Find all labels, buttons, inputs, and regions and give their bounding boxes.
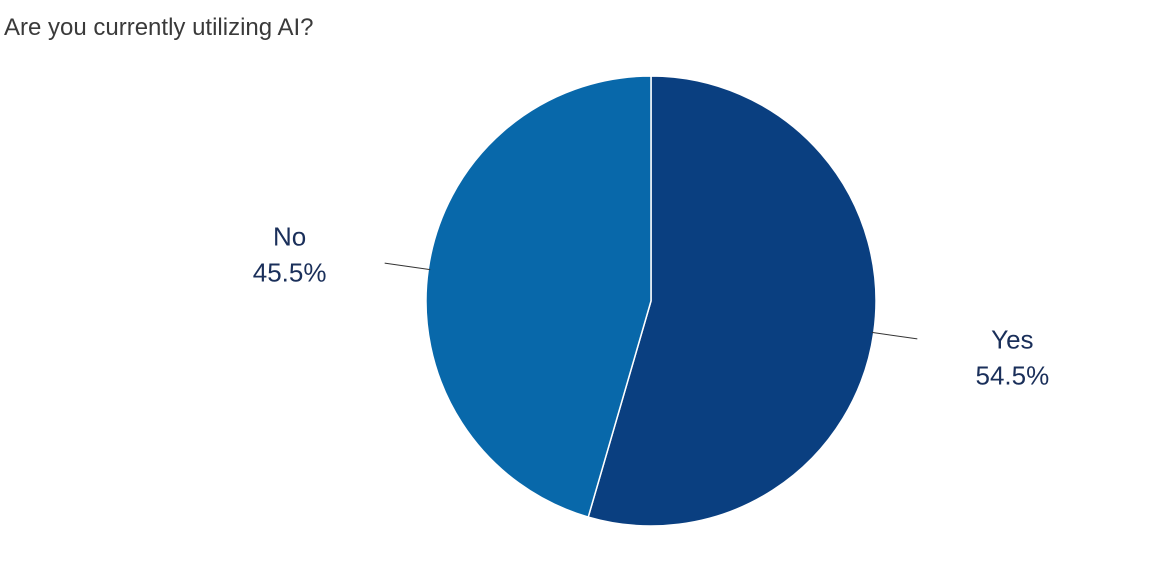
slice-value-no: 45.5% [253, 258, 327, 288]
slice-label-yes: Yes [991, 324, 1033, 354]
chart-title: Are you currently utilizing AI? [4, 14, 314, 41]
slice-value-yes: 54.5% [975, 360, 1049, 390]
slice-label-no: No [273, 222, 306, 252]
leader-line-no [384, 262, 431, 271]
leader-line-yes [871, 331, 918, 340]
